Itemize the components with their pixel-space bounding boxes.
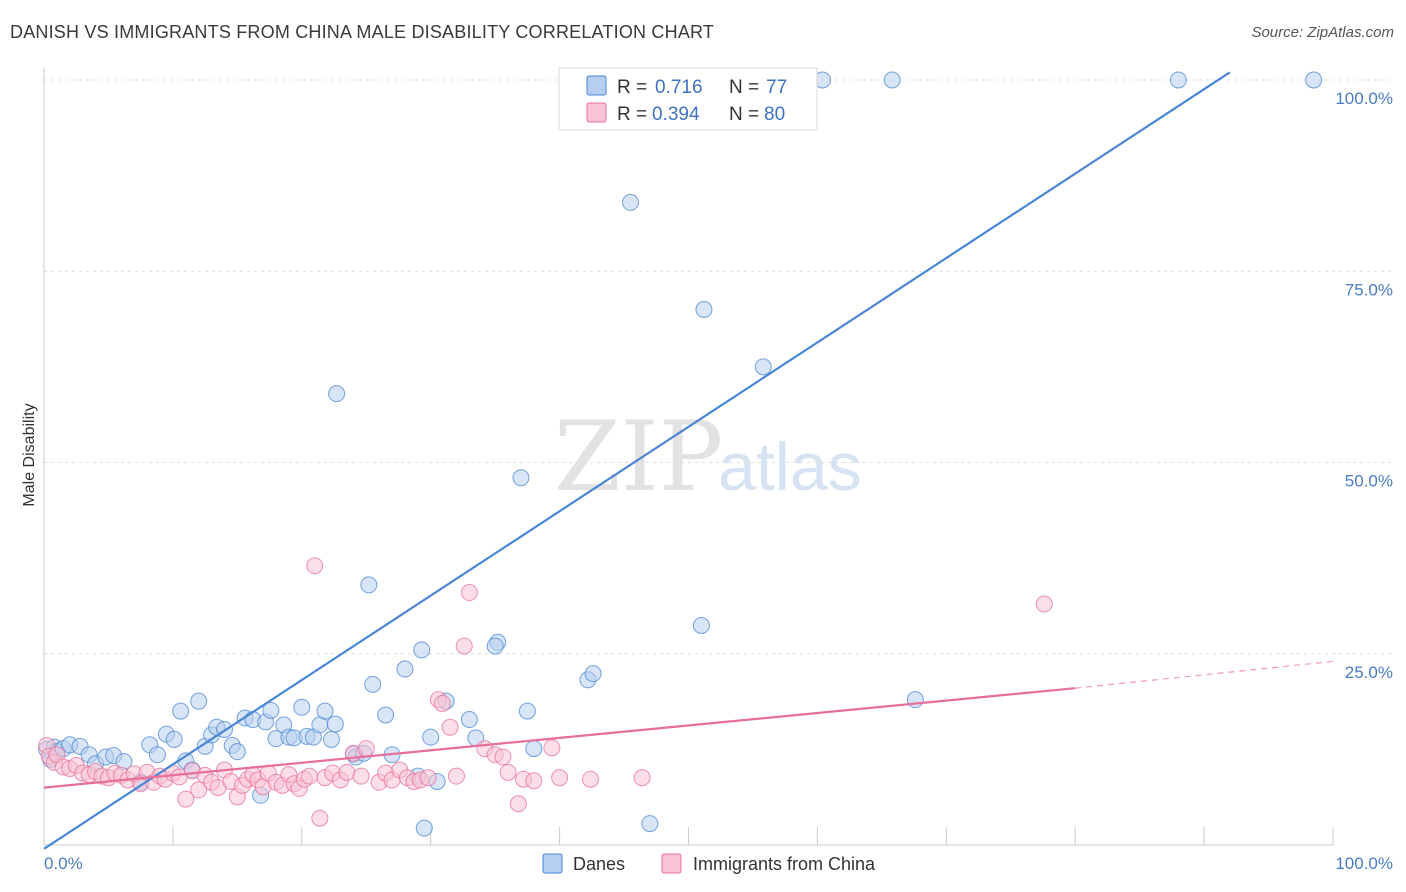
point-danes <box>360 576 378 594</box>
point-danes <box>621 193 639 211</box>
legend-r-label-china: R = <box>617 104 647 125</box>
point-china <box>1035 595 1053 613</box>
point-danes <box>413 641 431 659</box>
point-danes <box>584 665 602 683</box>
y-tick-label: 50.0% <box>1345 472 1393 491</box>
point-danes <box>754 358 772 376</box>
point-danes <box>148 746 166 764</box>
point-china <box>311 809 329 827</box>
x-tick-min: 0.0% <box>44 854 83 873</box>
point-danes <box>262 701 280 719</box>
point-danes <box>692 616 710 634</box>
bottom-legend-swatch-danes <box>542 853 563 874</box>
point-danes <box>415 819 433 837</box>
bottom-legend: Danes Immigrants from China <box>542 853 876 874</box>
legend-r-value-danes: 0.716 <box>655 77 703 98</box>
point-china <box>306 557 324 575</box>
legend-n-label-danes: N = <box>729 77 759 98</box>
point-china <box>441 718 459 736</box>
point-china <box>551 769 569 787</box>
legend-n-value-china: 80 <box>764 104 785 125</box>
point-china <box>499 763 517 781</box>
point-china <box>352 767 370 785</box>
point-china <box>582 770 600 788</box>
point-danes <box>396 660 414 678</box>
point-china <box>543 739 561 757</box>
point-china <box>509 795 527 813</box>
point-china <box>447 767 465 785</box>
point-danes <box>293 698 311 716</box>
data-points <box>38 71 1323 837</box>
point-danes <box>322 730 340 748</box>
point-danes <box>316 702 334 720</box>
point-china <box>525 772 543 790</box>
point-china <box>177 790 195 808</box>
point-danes <box>190 692 208 710</box>
point-danes <box>512 469 530 487</box>
chart-title: DANISH VS IMMIGRANTS FROM CHINA MALE DIS… <box>10 22 715 42</box>
bottom-legend-danes: Danes <box>573 854 625 874</box>
point-danes <box>695 301 713 318</box>
point-danes <box>377 706 395 724</box>
point-china <box>633 769 651 787</box>
point-china <box>190 781 208 799</box>
legend: R = 0.716 N = 77 R = 0.394 N = 80 <box>558 67 818 131</box>
trend-lines <box>43 71 1334 850</box>
point-danes <box>883 71 901 89</box>
watermark-zip: ZIP <box>554 401 723 513</box>
point-danes <box>641 815 659 833</box>
point-danes <box>364 675 382 693</box>
point-danes <box>1305 71 1323 89</box>
bottom-legend-swatch-china <box>661 853 682 874</box>
bottom-legend-china: Immigrants from China <box>693 854 876 874</box>
point-danes <box>518 702 536 720</box>
point-china <box>433 694 451 712</box>
trend-line-china <box>43 687 1076 789</box>
legend-n-value-danes: 77 <box>766 77 787 98</box>
point-danes <box>328 385 346 403</box>
legend-n-label-china: N = <box>729 104 759 125</box>
legend-swatch-danes <box>586 75 607 96</box>
trend-line-china-extension <box>1075 660 1334 689</box>
trend-line-danes <box>43 71 1231 850</box>
source-label: Source: ZipAtlas.com <box>1251 24 1394 41</box>
point-china <box>338 763 356 781</box>
point-danes <box>172 702 190 720</box>
grid-lines <box>44 79 1393 655</box>
watermark-atlas: atlas <box>718 429 862 505</box>
point-china <box>455 637 473 655</box>
watermark: ZIP atlas <box>554 401 862 513</box>
x-tick-max: 100.0% <box>1335 854 1393 873</box>
legend-swatch-china <box>586 102 607 123</box>
point-danes <box>486 637 504 655</box>
point-danes <box>165 730 183 748</box>
point-danes <box>422 728 440 746</box>
y-axis-title: Male Disability <box>21 403 38 506</box>
point-danes <box>460 711 478 729</box>
y-tick-label: 75.0% <box>1345 280 1393 299</box>
legend-r-label-danes: R = <box>617 77 647 98</box>
point-danes <box>326 715 344 733</box>
point-danes <box>1169 71 1187 89</box>
legend-r-value-china: 0.394 <box>652 104 700 125</box>
point-danes <box>906 691 924 709</box>
y-tick-labels: 25.0% 50.0% 75.0% 100.0% <box>1335 89 1393 682</box>
point-danes <box>228 743 246 761</box>
point-china <box>301 767 319 785</box>
y-tick-label: 100.0% <box>1335 89 1393 108</box>
point-china <box>494 748 512 766</box>
point-china <box>460 584 478 602</box>
point-china <box>357 740 375 758</box>
y-tick-label: 25.0% <box>1345 663 1393 682</box>
point-china <box>419 769 437 787</box>
point-danes <box>525 740 543 758</box>
